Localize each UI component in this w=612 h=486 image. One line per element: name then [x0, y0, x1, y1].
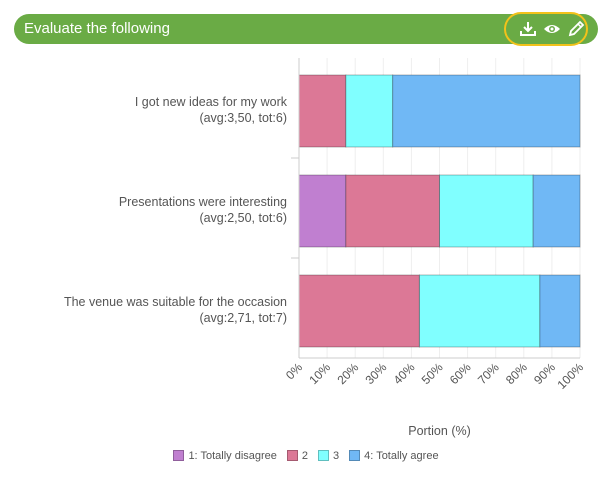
- x-tick-label: 20%: [334, 360, 361, 387]
- bar-segment: [439, 174, 534, 248]
- category-label: (avg:2,50, tot:6): [199, 211, 287, 225]
- legend-item[interactable]: 2: [286, 450, 309, 463]
- toolbar: [504, 12, 588, 46]
- x-tick-label: 60%: [447, 360, 474, 387]
- bar-segment: [298, 274, 420, 348]
- legend-label: 3: [333, 450, 340, 463]
- bar-segment: [345, 74, 394, 148]
- bar-segment: [298, 174, 347, 248]
- eye-icon[interactable]: [542, 20, 562, 38]
- download-icon[interactable]: [518, 20, 538, 38]
- x-tick-label: 80%: [503, 360, 530, 387]
- bar-segment: [345, 174, 441, 248]
- chart-legend: 1: Totally disagree 2 3 4: Totally agree: [0, 450, 612, 462]
- legend-swatch: [286, 450, 298, 462]
- bar-segment: [392, 74, 581, 148]
- x-tick-label: 30%: [363, 360, 390, 387]
- bar-segment: [298, 74, 347, 148]
- x-tick-label: 40%: [391, 360, 418, 387]
- x-tick-label: 10%: [306, 360, 333, 387]
- category-label: (avg:3,50, tot:6): [199, 111, 287, 125]
- legend-swatch: [318, 450, 330, 462]
- x-tick-label: 100%: [555, 360, 587, 392]
- page-title: Evaluate the following: [24, 20, 170, 37]
- legend-item[interactable]: 1: Totally disagree: [173, 450, 277, 463]
- legend-label: 2: [301, 450, 309, 463]
- pencil-icon[interactable]: [566, 20, 586, 38]
- legend-item[interactable]: 3: [318, 450, 339, 462]
- x-axis-title: Portion (%): [408, 424, 471, 438]
- category-label: I got new ideas for my work: [135, 95, 288, 109]
- x-tick-label: 0%: [283, 360, 305, 382]
- legend-swatch: [349, 450, 361, 462]
- legend-label: 4: Totally agree: [364, 450, 439, 463]
- category-label: (avg:2,71, tot:7): [199, 311, 287, 325]
- stacked-bar-chart: I got new ideas for my work (avg:3,50, to…: [64, 58, 587, 438]
- legend-swatch: [173, 450, 185, 462]
- x-tick-label: 90%: [531, 360, 558, 387]
- legend-label: 1: Totally disagree: [188, 450, 277, 463]
- header-bar: Evaluate the following: [14, 12, 598, 46]
- bar-segment: [532, 174, 581, 248]
- legend-item[interactable]: 4: Totally agree: [349, 450, 439, 463]
- x-tick-label: 50%: [419, 360, 446, 387]
- x-tick-label: 70%: [475, 360, 502, 387]
- bar-segment: [418, 274, 541, 348]
- category-label: The venue was suitable for the occasion: [64, 295, 287, 309]
- category-label: Presentations were interesting: [119, 195, 287, 209]
- bar-segment: [539, 274, 581, 348]
